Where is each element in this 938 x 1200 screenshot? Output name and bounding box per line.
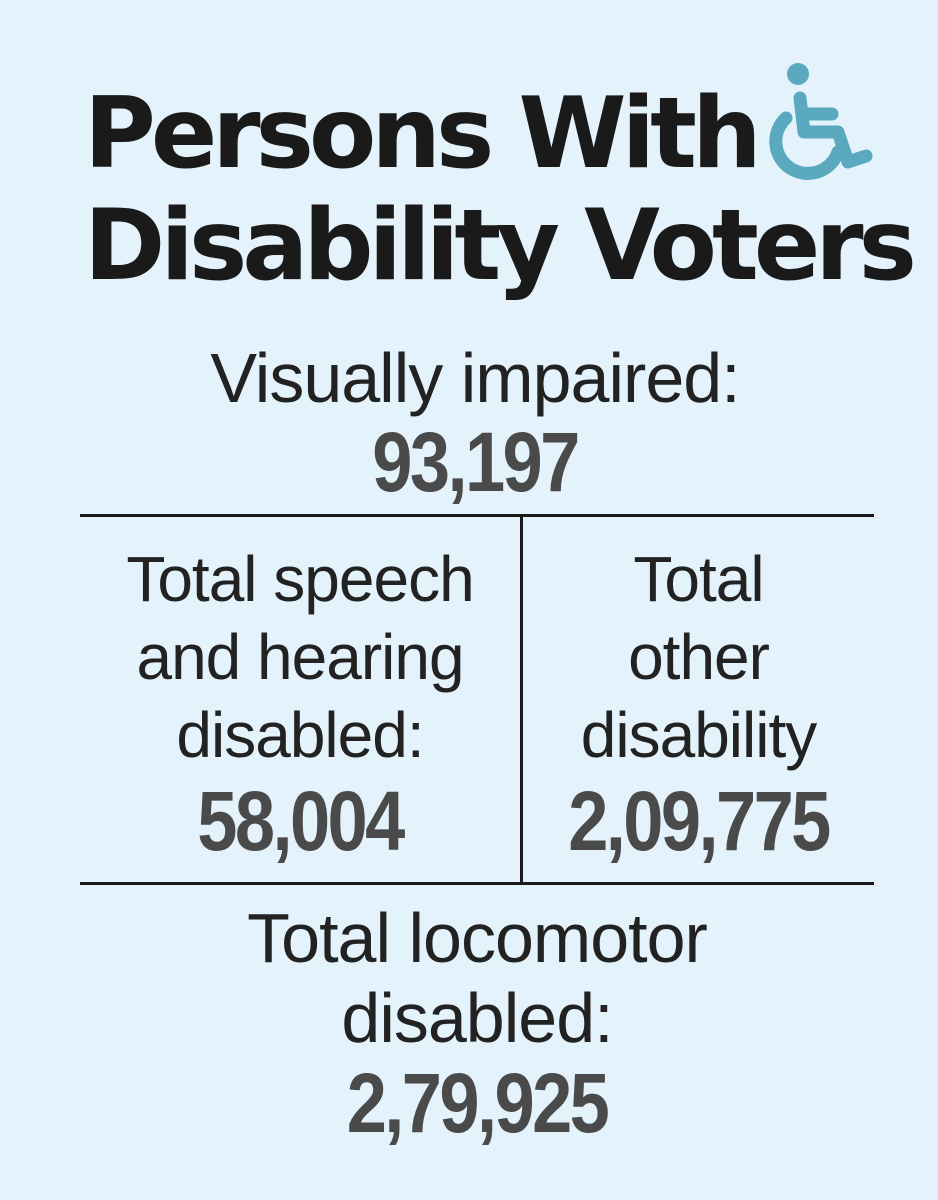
other-disability-label-line-1: Total	[633, 543, 764, 615]
other-disability-value: 2,09,775	[568, 774, 831, 868]
locomotor-label-line-1: Total locomotor	[247, 899, 708, 977]
speech-hearing-label-line-2: and hearing	[136, 621, 464, 693]
visually-impaired-value: 93,197	[372, 415, 580, 509]
other-disability-label: Total other disability	[523, 540, 874, 774]
infographic-title: Persons With Disability Voters	[84, 77, 917, 303]
locomotor-label: Total locomotor disabled:	[80, 898, 874, 1058]
divider-bottom	[80, 882, 874, 885]
speech-hearing-label: Total speech and hearing disabled:	[80, 540, 520, 774]
speech-hearing-label-line-1: Total speech	[126, 543, 474, 615]
other-disability-label-line-3: disability	[580, 699, 817, 771]
speech-hearing-label-line-3: disabled:	[176, 699, 424, 771]
locomotor-value: 2,79,925	[346, 1056, 610, 1150]
other-disability-cell: Total other disability 2,09,775	[523, 540, 874, 866]
divider-vertical	[520, 516, 523, 884]
other-disability-label-line-2: other	[628, 621, 770, 693]
title-line-1: Persons With	[84, 77, 762, 191]
visually-impaired-label: Visually impaired:	[210, 339, 740, 417]
locomotor-label-line-2: disabled:	[341, 979, 613, 1057]
speech-hearing-value: 58,004	[197, 774, 405, 868]
divider-top	[80, 514, 874, 517]
speech-hearing-cell: Total speech and hearing disabled: 58,00…	[80, 540, 520, 866]
wheelchair-icon	[769, 63, 873, 180]
title-line-2: Disability Voters	[84, 189, 917, 303]
